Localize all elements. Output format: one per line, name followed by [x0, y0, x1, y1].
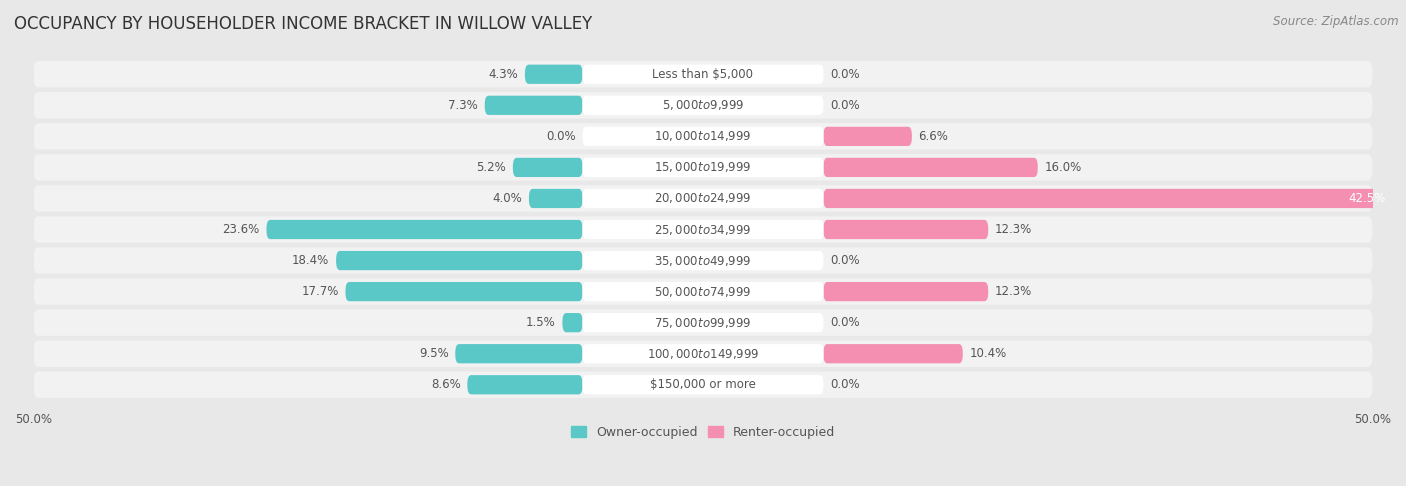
FancyBboxPatch shape — [485, 96, 582, 115]
Text: $75,000 to $99,999: $75,000 to $99,999 — [654, 316, 752, 330]
FancyBboxPatch shape — [582, 282, 824, 301]
FancyBboxPatch shape — [824, 189, 1392, 208]
FancyBboxPatch shape — [582, 251, 824, 270]
FancyBboxPatch shape — [824, 220, 988, 239]
FancyBboxPatch shape — [34, 185, 1372, 212]
Text: 6.6%: 6.6% — [918, 130, 949, 143]
Text: 0.0%: 0.0% — [830, 378, 860, 391]
Text: 18.4%: 18.4% — [292, 254, 329, 267]
Text: 10.4%: 10.4% — [970, 347, 1007, 360]
FancyBboxPatch shape — [529, 189, 582, 208]
Text: $10,000 to $14,999: $10,000 to $14,999 — [654, 129, 752, 143]
Text: 23.6%: 23.6% — [222, 223, 260, 236]
Text: 42.5%: 42.5% — [1348, 192, 1386, 205]
Legend: Owner-occupied, Renter-occupied: Owner-occupied, Renter-occupied — [567, 421, 839, 444]
FancyBboxPatch shape — [34, 154, 1372, 181]
FancyBboxPatch shape — [34, 216, 1372, 243]
FancyBboxPatch shape — [34, 123, 1372, 150]
Text: 17.7%: 17.7% — [301, 285, 339, 298]
Text: 7.3%: 7.3% — [449, 99, 478, 112]
FancyBboxPatch shape — [824, 127, 912, 146]
FancyBboxPatch shape — [34, 278, 1372, 305]
Text: 12.3%: 12.3% — [995, 285, 1032, 298]
FancyBboxPatch shape — [34, 247, 1372, 274]
Text: 0.0%: 0.0% — [830, 99, 860, 112]
FancyBboxPatch shape — [582, 127, 824, 146]
FancyBboxPatch shape — [34, 310, 1372, 336]
FancyBboxPatch shape — [336, 251, 582, 270]
FancyBboxPatch shape — [582, 313, 824, 332]
Text: 4.0%: 4.0% — [492, 192, 522, 205]
Text: 9.5%: 9.5% — [419, 347, 449, 360]
FancyBboxPatch shape — [824, 344, 963, 364]
FancyBboxPatch shape — [824, 158, 1038, 177]
FancyBboxPatch shape — [456, 344, 582, 364]
Text: 16.0%: 16.0% — [1045, 161, 1081, 174]
Text: Source: ZipAtlas.com: Source: ZipAtlas.com — [1274, 15, 1399, 28]
Text: 0.0%: 0.0% — [830, 68, 860, 81]
Text: OCCUPANCY BY HOUSEHOLDER INCOME BRACKET IN WILLOW VALLEY: OCCUPANCY BY HOUSEHOLDER INCOME BRACKET … — [14, 15, 592, 33]
FancyBboxPatch shape — [824, 282, 988, 301]
Text: 1.5%: 1.5% — [526, 316, 555, 329]
FancyBboxPatch shape — [467, 375, 582, 394]
Text: $35,000 to $49,999: $35,000 to $49,999 — [654, 254, 752, 268]
FancyBboxPatch shape — [582, 189, 824, 208]
FancyBboxPatch shape — [582, 220, 824, 239]
Text: 12.3%: 12.3% — [995, 223, 1032, 236]
FancyBboxPatch shape — [513, 158, 582, 177]
FancyBboxPatch shape — [267, 220, 582, 239]
Text: $25,000 to $34,999: $25,000 to $34,999 — [654, 223, 752, 237]
FancyBboxPatch shape — [34, 61, 1372, 87]
FancyBboxPatch shape — [562, 313, 582, 332]
FancyBboxPatch shape — [582, 65, 824, 84]
Text: 0.0%: 0.0% — [546, 130, 576, 143]
FancyBboxPatch shape — [582, 158, 824, 177]
Text: $20,000 to $24,999: $20,000 to $24,999 — [654, 191, 752, 206]
Text: 5.2%: 5.2% — [477, 161, 506, 174]
Text: 4.3%: 4.3% — [488, 68, 519, 81]
FancyBboxPatch shape — [346, 282, 582, 301]
FancyBboxPatch shape — [582, 96, 824, 115]
FancyBboxPatch shape — [582, 344, 824, 364]
FancyBboxPatch shape — [524, 65, 582, 84]
FancyBboxPatch shape — [582, 375, 824, 394]
Text: 0.0%: 0.0% — [830, 254, 860, 267]
Text: 8.6%: 8.6% — [430, 378, 461, 391]
Text: Less than $5,000: Less than $5,000 — [652, 68, 754, 81]
FancyBboxPatch shape — [34, 341, 1372, 367]
Text: $50,000 to $74,999: $50,000 to $74,999 — [654, 285, 752, 298]
Text: $150,000 or more: $150,000 or more — [650, 378, 756, 391]
Text: $5,000 to $9,999: $5,000 to $9,999 — [662, 98, 744, 112]
FancyBboxPatch shape — [34, 372, 1372, 398]
Text: 0.0%: 0.0% — [830, 316, 860, 329]
Text: $15,000 to $19,999: $15,000 to $19,999 — [654, 160, 752, 174]
Text: $100,000 to $149,999: $100,000 to $149,999 — [647, 347, 759, 361]
FancyBboxPatch shape — [34, 92, 1372, 119]
